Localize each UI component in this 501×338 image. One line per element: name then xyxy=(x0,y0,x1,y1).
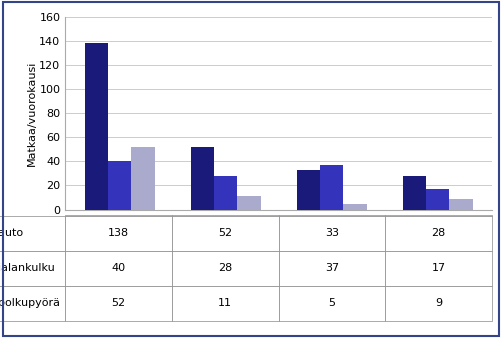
Bar xyxy=(343,203,366,210)
Bar xyxy=(425,189,448,210)
Bar xyxy=(448,199,471,210)
Bar xyxy=(108,162,131,210)
Bar xyxy=(213,176,237,210)
Bar xyxy=(190,147,213,210)
Bar xyxy=(131,147,154,210)
Y-axis label: Matkaa/vuorokausi: Matkaa/vuorokausi xyxy=(27,61,37,166)
Bar xyxy=(237,196,260,210)
Bar xyxy=(402,176,425,210)
Bar xyxy=(296,170,319,210)
Bar xyxy=(85,43,108,210)
Bar xyxy=(319,165,343,210)
